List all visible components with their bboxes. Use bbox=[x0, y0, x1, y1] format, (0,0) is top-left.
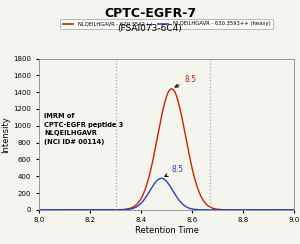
Text: 8.5: 8.5 bbox=[165, 165, 184, 176]
Text: 8.5: 8.5 bbox=[175, 75, 196, 87]
Text: (FSAI073-6C4): (FSAI073-6C4) bbox=[118, 24, 182, 33]
Text: CPTC-EGFR-7: CPTC-EGFR-7 bbox=[104, 7, 196, 20]
Text: iMRM of
CPTC-EGFR peptide 3
NLQEILHGAVR
(NCI ID# 00114): iMRM of CPTC-EGFR peptide 3 NLQEILHGAVR … bbox=[44, 113, 123, 145]
X-axis label: Retention Time: Retention Time bbox=[135, 226, 198, 235]
Y-axis label: Intensity: Intensity bbox=[2, 116, 10, 152]
Legend: NLQEILHGAVR - 620.3542++, NLQEILHGAVR - 630.3593++ (heavy): NLQEILHGAVR - 620.3542++, NLQEILHGAVR - … bbox=[60, 19, 273, 29]
